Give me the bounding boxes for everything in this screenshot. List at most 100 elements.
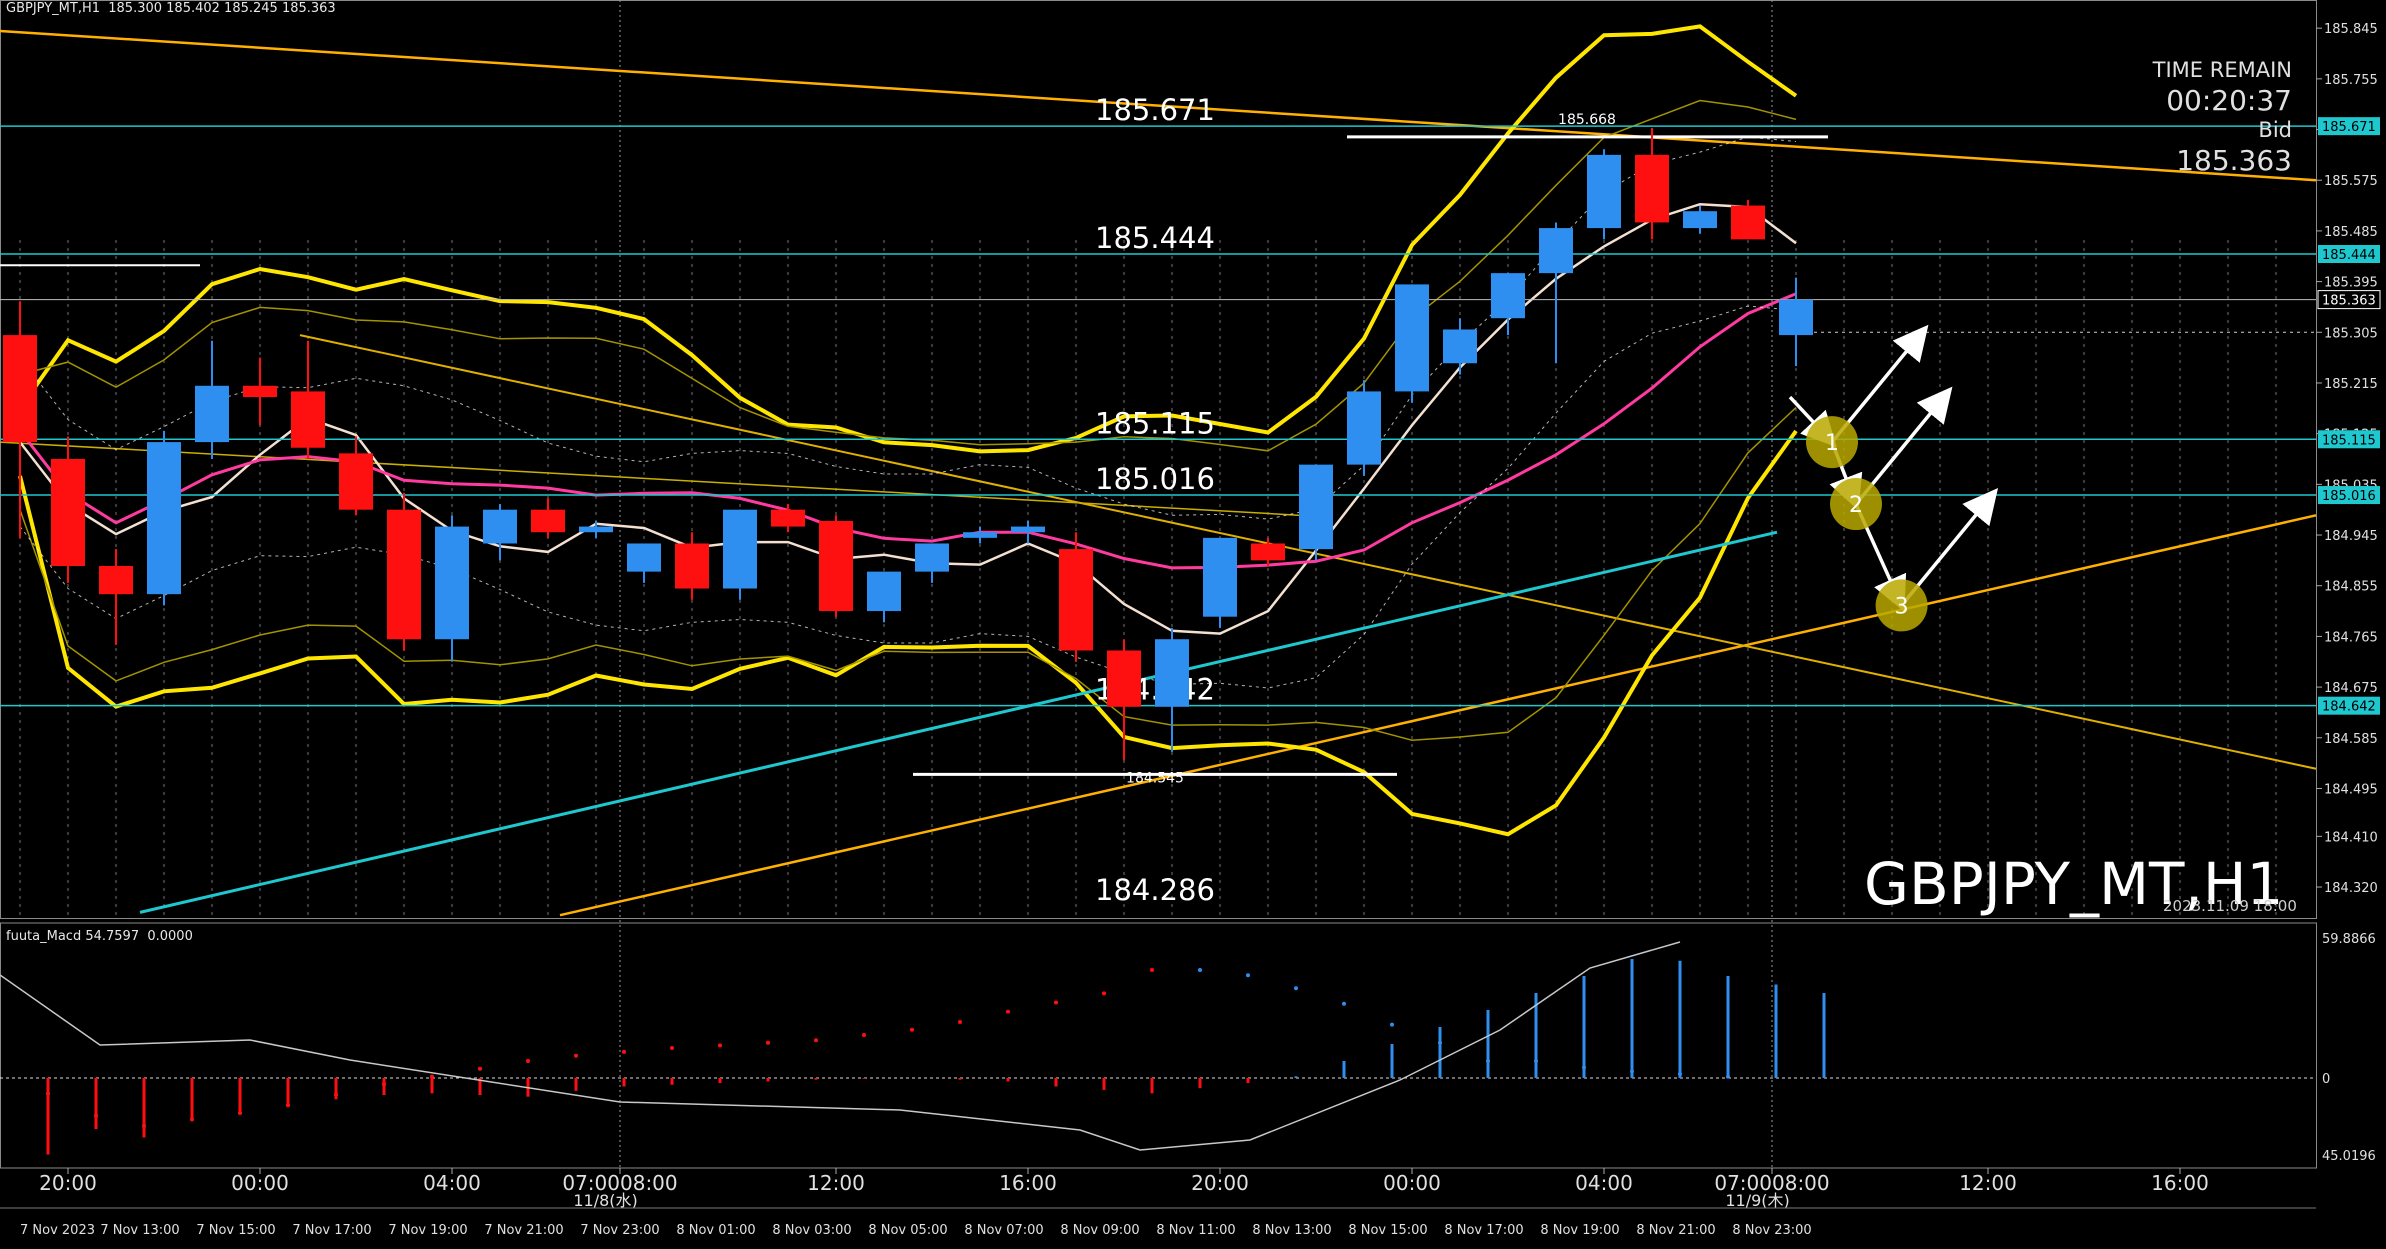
macd-signal-dot: [766, 1040, 770, 1045]
chart-header: GBPJPY_MT,H1 185.300 185.402 185.245 185…: [6, 1, 336, 16]
macd-value2: 0.0000: [147, 929, 193, 944]
timestamp-watermark: 2023.11.09 18:00: [2163, 897, 2297, 915]
price-tag: [2318, 430, 2380, 449]
candle-body: [243, 385, 277, 398]
macd-signal-dot: [46, 1091, 50, 1096]
macd-pane: 59.8866 0 45.0196: [0, 932, 2376, 1164]
time-major-label: 00:00: [231, 1171, 289, 1195]
ohlc-values: 185.300 185.402 185.245 185.363: [108, 1, 336, 16]
forecast-point-label: 1: [1825, 431, 1839, 456]
macd-signal-dot: [1198, 968, 1202, 972]
candle-body: [1347, 391, 1381, 465]
macd-signal-dot: [862, 1033, 866, 1037]
swing-high-label: 185.668: [1558, 112, 1616, 128]
macd-signal-dot: [814, 1038, 818, 1043]
price-tag: [2318, 486, 2380, 505]
candle-body: [819, 520, 853, 612]
macd-signal-dot: [1150, 968, 1154, 972]
time-remain-label: TIME REMAIN: [2152, 58, 2292, 82]
macd-signal-dot: [94, 1113, 98, 1118]
candle-body: [915, 543, 949, 572]
time-minor-label: 8 Nov 21:00: [1636, 1223, 1715, 1238]
macd-line: [0, 941, 1681, 1151]
candle-body: [387, 509, 421, 640]
macd-signal-dot: [286, 1103, 290, 1108]
macd-signal-dot: [1726, 1074, 1730, 1079]
candle-body: [339, 453, 373, 510]
macd-scale-label: 45.0196: [2322, 1149, 2376, 1164]
candle-body: [147, 442, 181, 595]
level-label: 185.115: [1095, 406, 1215, 440]
support-trendline: [559, 514, 2317, 917]
macd-signal-dot: [958, 1020, 962, 1024]
forecast-arrows: 1 2 3: [1788, 324, 1999, 632]
macd-signal-dot: [142, 1124, 146, 1128]
macd-signal-dot: [910, 1027, 914, 1032]
time-minor-label: 7 Nov 19:00: [388, 1223, 467, 1238]
macd-signal-dot: [382, 1082, 386, 1087]
resistance-trendline: [0, 29, 2317, 182]
time-major-label: 16:00: [2151, 1171, 2209, 1195]
candle-body: [483, 509, 517, 544]
macd-signal-dot: [1582, 1065, 1586, 1070]
forecast-point-label: 2: [1849, 493, 1863, 518]
price-tag: [2318, 117, 2380, 136]
time-minor-label: 7 Nov 2023: [20, 1223, 95, 1238]
time-major-label: 07:0008:00: [562, 1171, 677, 1195]
price-axis: 185.845185.755185.665185.575185.485185.3…: [2316, 22, 2381, 896]
macd-signal-dot: [1630, 1069, 1634, 1074]
time-minor-label: 8 Nov 01:00: [676, 1223, 755, 1238]
horizontal-levels: 185.671185.444185.115185.016184.642184.2…: [0, 93, 2316, 907]
price-tag: [2317, 290, 2381, 310]
candle-body: [1443, 329, 1477, 364]
time-minor-label: 8 Nov 03:00: [772, 1223, 851, 1238]
slow-ma: [18, 292, 1797, 570]
time-axis: 20:00 00:00 04:00 07:0008:00 12:00 16:00 20:00…: [0, 1168, 2316, 1238]
time-minor-label: 8 Nov 05:00: [868, 1223, 947, 1238]
candle-body: [1011, 526, 1045, 533]
upper-band: [18, 24, 1798, 454]
candle-body: [1299, 464, 1333, 550]
candle-body: [1491, 273, 1525, 319]
descending-trendline: [299, 334, 2317, 770]
macd-signal-dot: [622, 1049, 626, 1054]
macd-signal-dot: [1246, 973, 1250, 978]
bid-label: Bid: [2258, 118, 2292, 142]
level-label: 185.671: [1095, 93, 1215, 127]
macd-signal-dot: [1486, 1059, 1490, 1063]
candle-body: [531, 509, 565, 533]
price-tick-label: 184.495: [2324, 782, 2378, 797]
price-tick-label: 185.755: [2324, 73, 2378, 88]
price-tag-label: 185.363: [2322, 294, 2376, 309]
time-major-label: 07:0008:00: [1714, 1171, 1829, 1195]
level-label: 185.016: [1095, 462, 1215, 496]
time-major-label: 04:00: [423, 1171, 481, 1195]
macd-scale-label: 59.8866: [2322, 932, 2376, 947]
time-major-label: 12:00: [1959, 1171, 2017, 1195]
forecast-point-marker: [1806, 416, 1858, 469]
price-tick-label: 185.395: [2324, 276, 2378, 291]
time-minor-label: 8 Nov 09:00: [1060, 1223, 1139, 1238]
candle-body: [1251, 543, 1285, 561]
time-major-label: 20:00: [1191, 1171, 1249, 1195]
candle-body: [771, 509, 805, 527]
candle-body: [1731, 205, 1765, 240]
candle-body: [1155, 639, 1189, 707]
price-tick-label: 185.215: [2324, 377, 2378, 392]
price-tag-label: 185.016: [2322, 489, 2376, 504]
candle-body: [1683, 211, 1717, 229]
candles: [3, 127, 1813, 761]
main-pane-frame: [0, 0, 2317, 919]
bid-value: 185.363: [2176, 144, 2292, 177]
candle-body: [51, 459, 85, 567]
price-tag-label: 184.642: [2322, 700, 2376, 715]
candle-body: [1395, 284, 1429, 392]
forecast-point-label: 3: [1895, 594, 1909, 619]
candle-body: [1107, 650, 1141, 707]
macd-signal-dot: [1006, 1009, 1010, 1014]
macd-pane-frame: [0, 922, 2317, 1169]
macd-title: fuuta_Macd 54.7597 0.0000: [6, 929, 193, 944]
macd-signal-dot: [1534, 1059, 1538, 1063]
